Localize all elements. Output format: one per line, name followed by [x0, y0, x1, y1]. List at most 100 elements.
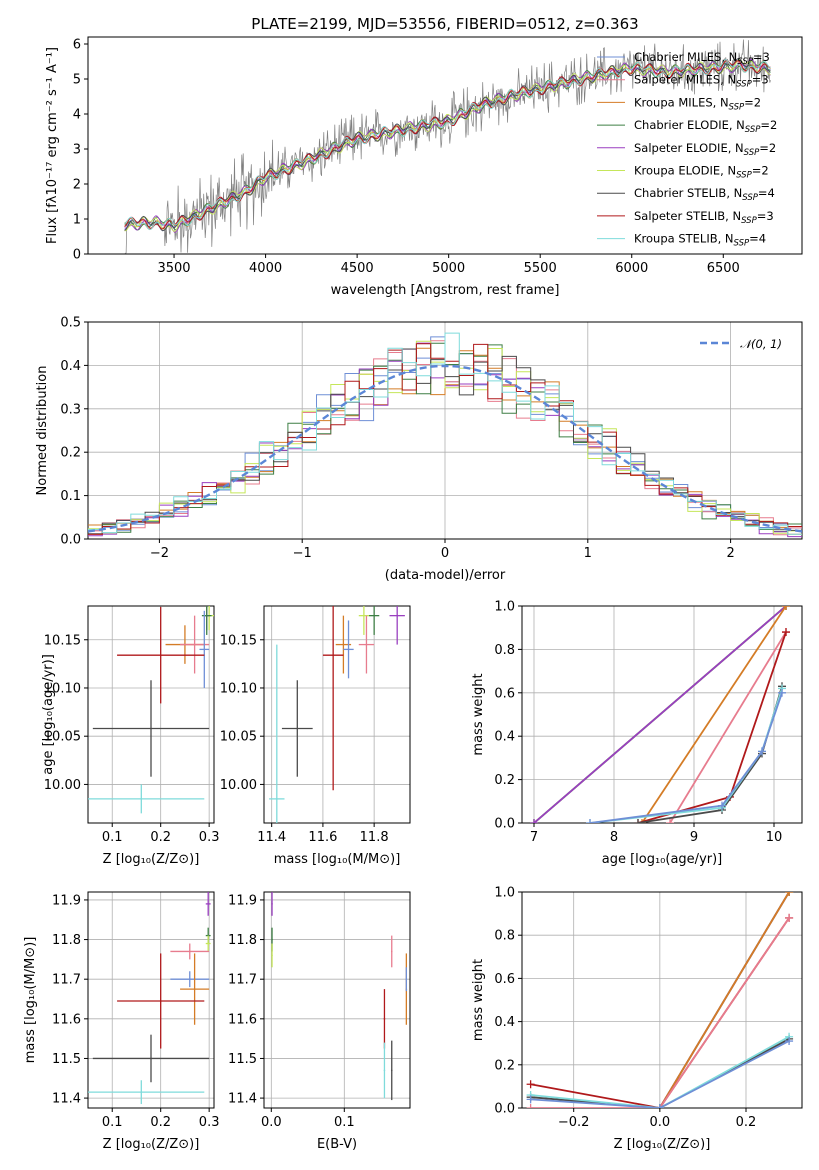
massweight_vs_age-xtick-label: 9 [690, 830, 698, 845]
mass_vs_Z-ylabel: mass [log₁₀(M/M⊙)] [23, 937, 38, 1064]
spectrum-model-kroupa_elodie [124, 59, 771, 233]
massweight_vs_Z-line-chabrier_miles [530, 1040, 790, 1108]
age_vs_mass-point-salpeter_stelib [332, 654, 334, 656]
age_vs_Z-xtick-label: 0.3 [199, 830, 220, 845]
mass_vs_Z-point-kroupa_stelib [140, 1091, 143, 1093]
spectrum-xlabel: wavelength [Angstrom, rest frame] [331, 283, 560, 298]
age_vs_mass-frame [263, 605, 411, 824]
spectrum-xtick-label: 4500 [341, 261, 374, 276]
massweight_vs_age-xtick-label: 7 [530, 830, 538, 845]
residuals-ytick-label: 0.0 [60, 533, 81, 548]
spectrum-legend-label-chabrier_stelib: Chabrier STELIB, NSSP=4 [634, 186, 775, 203]
residuals-ytick-label: 0.5 [60, 316, 81, 331]
age_vs_mass-ytick-label: 10.15 [220, 633, 257, 648]
massweight_vs_age-frame [521, 605, 803, 824]
massweight_vs_Z-marker-chabrier_miles [655, 1104, 664, 1108]
massweight_vs_Z-xtick-label: −0.2 [558, 1115, 590, 1130]
age_vs_mass-xlabel: mass [log₁₀(M/M⊙)] [274, 852, 401, 867]
spectrum-xtick-label: 3500 [157, 261, 190, 276]
spectrum-model-chabrier_stelib [124, 57, 771, 232]
age_vs_Z-ytick-label: 10.05 [44, 730, 81, 745]
massweight_vs_Z-line-salpeter_miles [530, 917, 790, 1108]
spectrum-frame [87, 36, 803, 255]
age_vs_mass-xtick-label: 11.4 [257, 830, 286, 845]
age_vs_mass-ytick-label: 10.10 [220, 681, 257, 696]
massweight_vs_age-marker-chabrier_miles [586, 819, 594, 823]
mass_vs_ebv-ytick-label: 11.7 [228, 973, 257, 988]
spectrum-ytick-label: 5 [73, 73, 81, 88]
mass_vs_Z-xtick-label: 0.1 [102, 1115, 123, 1130]
massweight_vs_Z-line-chabrier_stelib [530, 1038, 790, 1108]
residuals-xtick-label: 2 [726, 546, 734, 561]
spectrum-ytick-label: 3 [73, 143, 81, 158]
age_vs_mass-xtick-label: 11.6 [308, 830, 337, 845]
massweight_vs_Z-ytick-label: 0.8 [494, 929, 515, 944]
massweight_vs_Z-marker-salpeter_miles [785, 913, 794, 922]
spectrum-ytick-label: 6 [73, 38, 81, 53]
figure-title: PLATE=2199, MJD=53556, FIBERID=0512, z=0… [251, 15, 638, 33]
spectrum-legend-label-salpeter_stelib: Salpeter STELIB, NSSP=3 [634, 209, 774, 226]
mass_vs_ebv-point-kroupa_stelib [383, 1069, 386, 1072]
age_vs_mass-xtick-label: 11.8 [360, 830, 389, 845]
residual-gaussian-line [88, 364, 802, 533]
massweight_vs_age-marker-chabrier_stelib [634, 819, 642, 823]
mass_vs_Z-ytick-label: 11.4 [52, 1092, 81, 1107]
mass_vs_Z-ytick-label: 11.8 [52, 933, 81, 948]
massweight_vs_Z-frame [521, 891, 803, 1109]
age_vs_mass-point-chabrier_elodie [373, 614, 375, 617]
age_vs_Z-point-chabrier_miles [203, 648, 206, 651]
age_vs_Z-point-salpeter_miles [193, 643, 196, 646]
mass_vs_Z-ytick-label: 11.7 [52, 973, 81, 988]
spectrum-xtick-label: 5000 [432, 261, 465, 276]
mass_vs_Z-ytick-label: 11.9 [52, 893, 81, 908]
massweight_vs_age-ytick-label: 0.4 [494, 730, 515, 745]
massweight_vs_age-marker-kroupa_miles [782, 606, 790, 610]
age_vs_Z-ytick-label: 10.15 [44, 633, 81, 648]
residuals-ylabel: Normed distribution [35, 366, 50, 496]
mass_vs_ebv-ytick-label: 11.9 [228, 893, 257, 908]
massweight_vs_age-ytick-label: 0.0 [494, 817, 515, 832]
mass_vs_ebv-ytick-label: 11.6 [228, 1012, 257, 1027]
age_vs_Z-xtick-label: 0.1 [102, 830, 123, 845]
mass_vs_ebv-point-chabrier_miles [405, 978, 408, 980]
age_vs_mass-point-kroupa_elodie [363, 614, 365, 617]
spectrum-legend-label-kroupa_stelib: Kroupa STELIB, NSSP=4 [634, 232, 766, 249]
massweight_vs_age-marker-chabrier_miles [718, 801, 726, 810]
mass_vs_Z-xlabel: Z [log₁₀(Z/Z⊙)] [103, 1137, 200, 1152]
spectrum-legend-label-salpeter_elodie: Salpeter ELODIE, NSSP=2 [634, 141, 776, 158]
mass_vs_ebv-ytick-label: 11.4 [228, 1092, 257, 1107]
massweight_vs_Z-marker-kroupa_miles [785, 892, 794, 896]
mass_vs_Z-point-salpeter_miles [188, 950, 191, 953]
mass_vs_ebv-point-chabrier_stelib [390, 1069, 393, 1072]
age_vs_mass-ytick-label: 10.00 [220, 778, 257, 793]
age_vs_Z-ytick-label: 10.10 [44, 681, 81, 696]
spectrum-xtick-label: 6500 [707, 261, 740, 276]
mass_vs_Z-frame [87, 891, 215, 1109]
massweight_vs_age-xtick-label: 8 [610, 830, 618, 845]
age_vs_Z-point-chabrier_stelib [150, 727, 152, 730]
massweight_vs_age-marker-chabrier_miles [778, 688, 786, 697]
spectrum-legend-label-chabrier_miles: Chabrier MILES, NSSP=3 [634, 50, 770, 67]
mass_vs_Z-ytick-label: 11.6 [52, 1012, 81, 1027]
age_vs_mass-point-kroupa_stelib [276, 798, 278, 800]
age_vs_Z-frame [87, 605, 215, 824]
massweight_vs_Z-ytick-label: 0.0 [494, 1102, 515, 1117]
age_vs_mass-point-kroupa_miles [342, 643, 345, 646]
mass_vs_Z-ytick-label: 11.5 [52, 1052, 81, 1067]
mass_vs_Z-xtick-label: 0.2 [150, 1115, 171, 1130]
mass_vs_ebv-point-salpeter_stelib [383, 1018, 386, 1020]
massweight_vs_Z-xtick-label: 0.0 [650, 1115, 671, 1130]
mass_vs_Z-point-kroupa_miles [193, 988, 196, 990]
massweight_vs_age-line-salpeter_miles [669, 631, 787, 823]
spectrum-model-kroupa_stelib [124, 59, 771, 231]
age_vs_mass-point-salpeter_miles [365, 643, 368, 646]
age_vs_mass-ytick-label: 10.05 [220, 730, 257, 745]
age_vs_mass-point-chabrier_miles [347, 648, 350, 651]
spectrum-ytick-label: 2 [73, 178, 81, 193]
age_vs_Z-point-salpeter_stelib [159, 654, 162, 656]
massweight_vs_Z-marker-salpeter_stelib [526, 1080, 535, 1089]
massweight_vs_age-line-salpeter_elodie [533, 606, 787, 823]
mass_vs_Z-point-chabrier_miles [188, 978, 191, 980]
residuals-xtick-label: −1 [293, 546, 312, 561]
massweight_vs_age-marker-salpeter_miles [666, 819, 674, 823]
